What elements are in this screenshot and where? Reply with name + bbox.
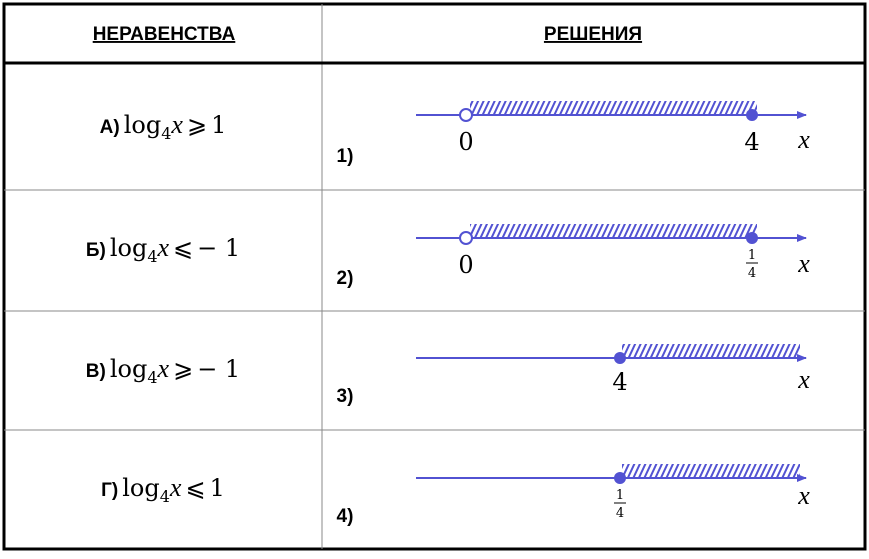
label: Б): [86, 240, 106, 261]
fraction-numerator: 1: [748, 248, 756, 263]
relation: ⩾: [187, 111, 207, 139]
relation: ⩽: [173, 234, 193, 262]
relation: ⩾: [173, 355, 193, 383]
point-label: 0: [458, 251, 473, 279]
inequality: В) log4x ⩾ − 1: [86, 354, 240, 387]
fraction-denominator: 4: [748, 266, 756, 281]
var: x: [170, 110, 183, 139]
base: 4: [147, 368, 157, 387]
func: log: [124, 111, 162, 139]
inequality: Г) log4x ⩽ 1: [101, 473, 225, 506]
point-label: 0: [458, 128, 473, 156]
rhs: − 1: [197, 234, 240, 262]
label: А): [100, 117, 120, 138]
number-line: [416, 464, 807, 484]
fraction-denominator: 4: [616, 506, 624, 521]
rhs: − 1: [197, 355, 240, 383]
number-line: [416, 344, 807, 364]
axis-label: x: [797, 365, 810, 394]
base: 4: [147, 247, 157, 266]
axis-label: x: [797, 481, 810, 510]
table-lines: [4, 4, 865, 549]
label: Г): [101, 480, 118, 501]
var: x: [157, 233, 170, 262]
solution-label: 2): [337, 268, 354, 289]
func: log: [122, 474, 160, 502]
point-label: 4: [612, 368, 627, 396]
var: x: [169, 473, 182, 502]
relation: ⩽: [185, 474, 205, 502]
table-border: [2, 2, 867, 551]
inequality: А) log4x ⩾ 1: [100, 110, 227, 143]
label: В): [86, 361, 106, 382]
fraction-numerator: 1: [616, 488, 624, 503]
header: РЕШЕНИЯ: [544, 24, 642, 45]
base: 4: [161, 124, 171, 143]
axis-label: x: [797, 249, 810, 278]
number-line: [416, 101, 807, 122]
inequality: Б) log4x ⩽ − 1: [86, 233, 240, 266]
solution-label: 3): [337, 386, 354, 407]
func: log: [110, 355, 148, 383]
var: x: [157, 354, 170, 383]
axis-label: x: [797, 125, 810, 154]
number-line: [416, 224, 807, 245]
solution-label: 1): [337, 146, 354, 167]
rhs: 1: [211, 111, 226, 139]
base: 4: [160, 487, 170, 506]
func: log: [110, 234, 148, 262]
header: НЕРАВЕНСТВА: [93, 24, 236, 45]
rhs: 1: [210, 474, 225, 502]
point-label: 4: [744, 128, 759, 156]
solution-label: 4): [337, 506, 354, 527]
